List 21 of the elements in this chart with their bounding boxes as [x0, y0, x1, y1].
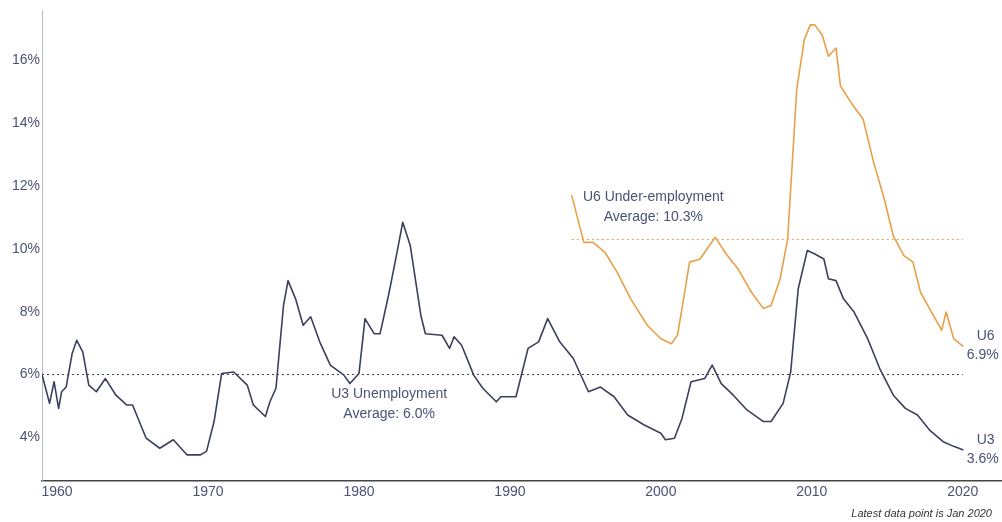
text: Latest data point is Jan 2020 [851, 506, 993, 519]
annotation: U3 Unemployment Average: 6.0% [331, 385, 448, 422]
y-tick-label: 8% [19, 302, 40, 319]
y-tick-label: 16% [11, 51, 40, 68]
series-label: U6 [976, 327, 995, 344]
y-tick-label: 14% [11, 114, 40, 131]
y-tick-label: 6% [19, 365, 40, 382]
annotation: U6 Under-employment Average: 10.3% [582, 188, 724, 225]
x-tick-label: 2000 [645, 483, 677, 500]
y-tick-label: 12% [11, 177, 40, 194]
y-tick-label: 4% [19, 428, 40, 445]
x-tick-label: 2020 [947, 483, 979, 500]
data-label: 3.6% [966, 449, 999, 466]
x-tick-label: 2010 [796, 483, 828, 500]
x-tick-label: 1960 [41, 483, 73, 500]
series-label: U3 [976, 430, 995, 447]
x-tick-label: 1970 [192, 483, 224, 500]
data-label: 6.9% [966, 346, 999, 363]
y-tick-label: 10% [11, 239, 40, 256]
x-tick-label: 1990 [494, 483, 526, 500]
x-tick-label: 1980 [343, 483, 375, 500]
